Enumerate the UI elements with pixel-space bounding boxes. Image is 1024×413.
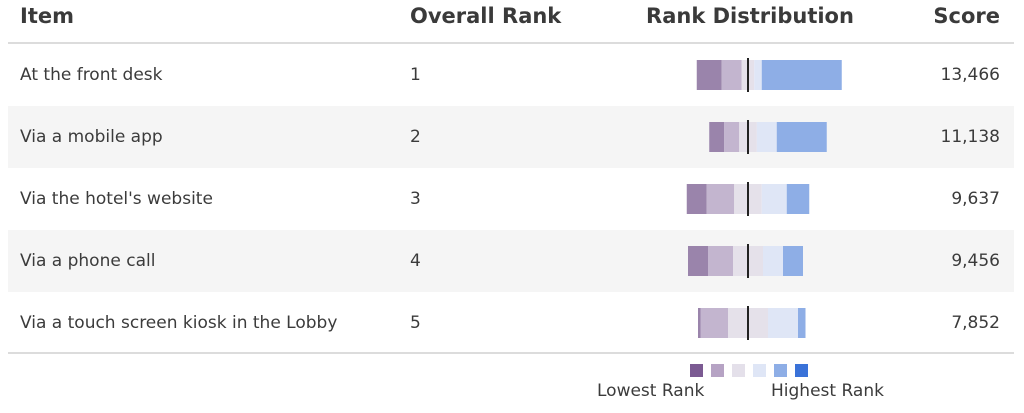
row-item: Via a mobile app — [20, 127, 163, 147]
legend-swatch — [795, 364, 808, 377]
dist-segment-1 — [696, 60, 722, 90]
row-score: 11,138 — [940, 127, 1000, 147]
row-rank: 5 — [410, 313, 421, 333]
row-rank: 4 — [410, 251, 421, 271]
dist-segment-4 — [761, 184, 787, 214]
dist-segment-4 — [756, 122, 777, 152]
table-row: At the front desk 1 13,466 — [8, 44, 1014, 106]
dist-segment-1 — [698, 308, 701, 338]
dist-segment-1 — [686, 184, 707, 214]
row-rank: 3 — [410, 189, 421, 209]
dist-segment-1 — [709, 122, 725, 152]
legend-swatch — [774, 364, 787, 377]
dist-segment-5 — [761, 60, 842, 90]
row-score: 7,852 — [951, 313, 1000, 333]
row-score: 13,466 — [940, 65, 1000, 85]
dist-segment-4 — [754, 60, 762, 90]
legend-highest-rank: Highest Rank — [771, 381, 884, 401]
dist-segment-2 — [708, 246, 733, 276]
row-rank: 1 — [410, 65, 421, 85]
legend-swatch — [711, 364, 724, 377]
header-score: Score — [933, 4, 1000, 28]
dist-segment-5 — [798, 308, 806, 338]
legend-swatch — [732, 364, 745, 377]
legend-swatch — [690, 364, 703, 377]
table-row: Via the hotel's website 3 9,637 — [8, 168, 1014, 230]
dist-segment-5 — [776, 122, 827, 152]
row-item: Via a phone call — [20, 251, 156, 271]
row-item: Via the hotel's website — [20, 189, 213, 209]
row-score: 9,456 — [951, 251, 1000, 271]
dist-segment-2 — [706, 184, 735, 214]
legend-swatch — [753, 364, 766, 377]
dist-segment-2 — [724, 122, 740, 152]
legend-lowest-rank: Lowest Rank — [597, 381, 705, 401]
table-row: Via a mobile app 2 11,138 — [8, 106, 1014, 168]
dist-segment-4 — [768, 308, 798, 338]
table-bottom-divider — [8, 352, 1014, 354]
table-row: Via a touch screen kiosk in the Lobby 5 … — [8, 292, 1014, 354]
row-rank: 2 — [410, 127, 421, 147]
header-rank-distribution: Rank Distribution — [646, 4, 854, 28]
dist-segment-4 — [763, 246, 783, 276]
dist-segment-1 — [688, 246, 708, 276]
header-item: Item — [20, 4, 74, 28]
row-item: At the front desk — [20, 65, 163, 85]
table-row: Via a phone call 4 9,456 — [8, 230, 1014, 292]
header-overall-rank: Overall Rank — [410, 4, 562, 28]
dist-segment-2 — [700, 308, 728, 338]
dist-segment-2 — [721, 60, 742, 90]
row-score: 9,637 — [951, 189, 1000, 209]
header-divider — [8, 42, 1014, 44]
row-item: Via a touch screen kiosk in the Lobby — [20, 313, 338, 333]
dist-segment-5 — [783, 246, 803, 276]
dist-segment-5 — [786, 184, 810, 214]
